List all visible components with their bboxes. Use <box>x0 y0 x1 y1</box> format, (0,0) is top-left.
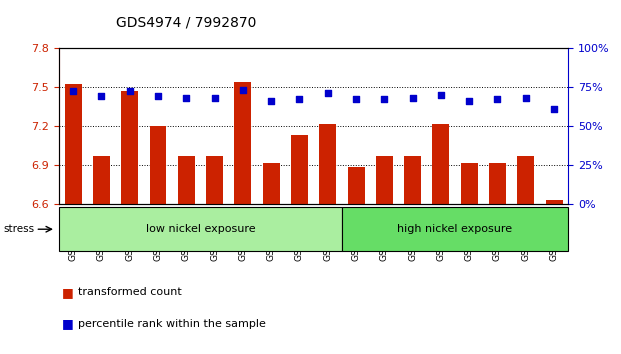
Point <box>238 87 248 93</box>
Bar <box>432 124 450 204</box>
Point <box>549 106 559 112</box>
Point <box>125 88 135 94</box>
Bar <box>263 163 279 204</box>
Point <box>266 98 276 104</box>
Point <box>181 95 191 101</box>
Bar <box>178 155 195 204</box>
Bar <box>517 155 534 204</box>
Point <box>407 95 417 101</box>
Bar <box>65 84 81 204</box>
Point <box>465 98 474 104</box>
Text: low nickel exposure: low nickel exposure <box>146 224 255 234</box>
Bar <box>348 167 365 204</box>
Text: transformed count: transformed count <box>78 287 181 297</box>
Point <box>323 90 333 96</box>
Point <box>492 96 502 102</box>
Point <box>96 93 106 99</box>
Bar <box>319 124 336 204</box>
Bar <box>404 155 421 204</box>
Point <box>351 96 361 102</box>
Text: GDS4974 / 7992870: GDS4974 / 7992870 <box>116 16 256 30</box>
Text: high nickel exposure: high nickel exposure <box>397 224 512 234</box>
Bar <box>376 155 393 204</box>
Bar <box>461 163 478 204</box>
Text: percentile rank within the sample: percentile rank within the sample <box>78 319 266 329</box>
Bar <box>93 155 110 204</box>
Point <box>379 96 389 102</box>
Bar <box>234 81 252 204</box>
Bar <box>291 135 308 204</box>
Bar <box>121 91 138 204</box>
Point <box>153 93 163 99</box>
Point <box>68 88 78 94</box>
Point <box>294 96 304 102</box>
Point <box>436 92 446 97</box>
Point <box>210 95 220 101</box>
Bar <box>489 163 506 204</box>
Bar <box>206 155 223 204</box>
Text: ■: ■ <box>62 318 74 330</box>
Bar <box>546 200 563 204</box>
Bar <box>150 126 166 204</box>
Text: stress: stress <box>3 224 34 234</box>
Text: ■: ■ <box>62 286 74 298</box>
Point <box>521 95 531 101</box>
